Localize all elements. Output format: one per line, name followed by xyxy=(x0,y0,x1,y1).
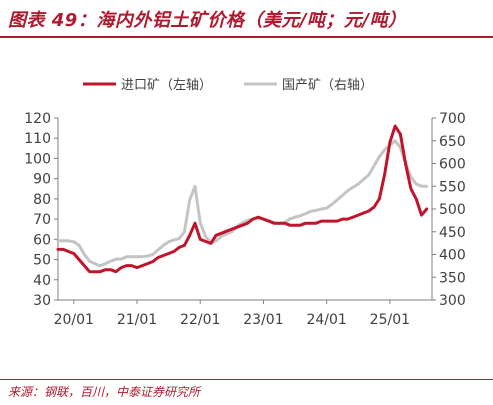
y-left-tick-label: 70 xyxy=(33,212,51,228)
series-line-domestic xyxy=(56,139,429,268)
source-divider xyxy=(0,379,493,380)
y-left-tick-label: 110 xyxy=(24,131,51,147)
y-left-tick-label: 30 xyxy=(33,293,51,309)
chart-axes: 30 40 50 60 70 80 90 100 110 120 300 350 400 450 500 55… xyxy=(24,111,465,328)
source-note: 来源：钢联，百川，中泰证券研究所 xyxy=(8,385,201,399)
y-right-tick-label: 700 xyxy=(439,111,466,127)
y-right-tick-label: 600 xyxy=(439,157,466,173)
chart-legend: 进口矿（左轴） 国产矿（右轴） xyxy=(83,78,373,93)
y-left-tick-label: 50 xyxy=(33,253,51,269)
page-title: 图表 49：海内外铝土矿价格（美元/吨；元/吨） xyxy=(8,10,407,31)
y-right-tick-label: 350 xyxy=(439,270,466,286)
y-right-tick-label: 300 xyxy=(439,293,466,309)
y-left-tick-label: 90 xyxy=(33,172,51,188)
y-right-tick-label: 400 xyxy=(439,248,466,264)
series-line-import xyxy=(56,124,429,274)
legend-label-import: 进口矿（左轴） xyxy=(121,78,212,93)
x-tick-label: 20/01 xyxy=(54,312,94,328)
chart-series xyxy=(56,124,429,274)
y-left-tick-label: 40 xyxy=(33,273,51,289)
legend-label-domestic: 国产矿（右轴） xyxy=(282,78,373,93)
y-right-tick-label: 500 xyxy=(439,202,466,218)
y-left-tick-label: 100 xyxy=(24,151,51,167)
y-left-tick-label: 80 xyxy=(33,192,51,208)
x-tick-label: 22/01 xyxy=(180,312,220,328)
y-left-tick-label: 120 xyxy=(24,111,51,127)
y-right-tick-label: 450 xyxy=(439,225,466,241)
line-chart: 进口矿（左轴） 国产矿（右轴） 304050607080901001101203… xyxy=(24,78,465,328)
x-tick-label: 21/01 xyxy=(117,312,157,328)
y-right-tick-label: 650 xyxy=(439,134,466,150)
y-left-tick-label: 60 xyxy=(33,232,51,248)
x-tick-label: 24/01 xyxy=(306,312,346,328)
y-right-tick-label: 550 xyxy=(439,179,466,195)
title-divider xyxy=(0,36,493,38)
x-tick-label: 23/01 xyxy=(243,312,283,328)
x-tick-label: 25/01 xyxy=(370,312,410,328)
